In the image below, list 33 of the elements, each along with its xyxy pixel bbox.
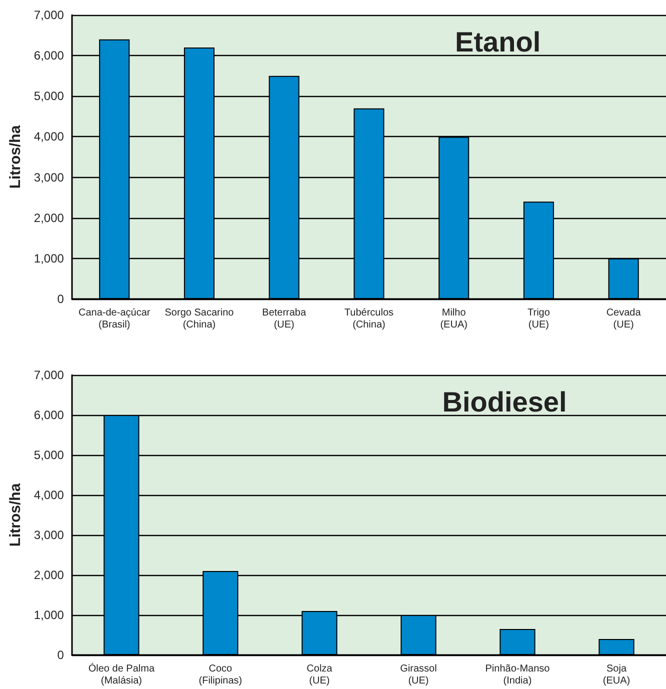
y-tick-label: 4,000: [34, 488, 64, 502]
y-tick-label: 0: [57, 648, 64, 662]
x-tick-label: Tubérculos (China): [344, 308, 394, 330]
x-tick-label: Colza (UE): [306, 664, 333, 686]
y-axis-title: Litros/ha: [7, 482, 24, 547]
y-tick-label: 1,000: [34, 608, 64, 622]
y-axis-title: Litros/ha: [7, 124, 24, 189]
x-tick-label: Beterraba (UE): [262, 308, 306, 330]
y-tick-label: 3,000: [34, 528, 64, 542]
y-tick-label: 6,000: [34, 408, 64, 422]
x-tick-label: Girassol (UE): [400, 664, 437, 686]
x-tick-label: Cana-de-açúcar (Brasil): [78, 308, 151, 330]
y-tick-label: 4,000: [34, 130, 64, 144]
chart-title: Etanol: [455, 26, 541, 58]
y-tick-label: 0: [57, 292, 64, 306]
x-tick-label: Cevada (UE): [606, 308, 642, 330]
y-tick-label: 5,000: [34, 89, 64, 104]
x-tick-label: Pinhão-Manso (India): [485, 664, 550, 686]
y-tick-label: 7,000: [34, 8, 64, 22]
y-tick-label: 7,000: [34, 368, 64, 382]
y-tick-label: 6,000: [34, 48, 64, 63]
y-tick-label: 5,000: [34, 448, 64, 462]
y-tick-label: 2,000: [34, 210, 64, 225]
x-tick-label: Óleo de Palma (Malásia): [88, 662, 155, 686]
x-tick-label: Milho (EUA): [440, 308, 468, 330]
x-tick-label: Sorgo Sacarino (China): [164, 308, 234, 330]
x-tick-label: Trigo (UE): [527, 308, 550, 330]
x-tick-label: Coco (Filipinas): [198, 664, 242, 686]
chart-title: Biodiesel: [442, 386, 567, 418]
y-tick-label: 1,000: [34, 251, 64, 266]
y-tick-label: 3,000: [34, 170, 64, 184]
y-tick-label: 2,000: [34, 568, 64, 582]
x-tick-label: Soja (EUA): [602, 664, 630, 686]
